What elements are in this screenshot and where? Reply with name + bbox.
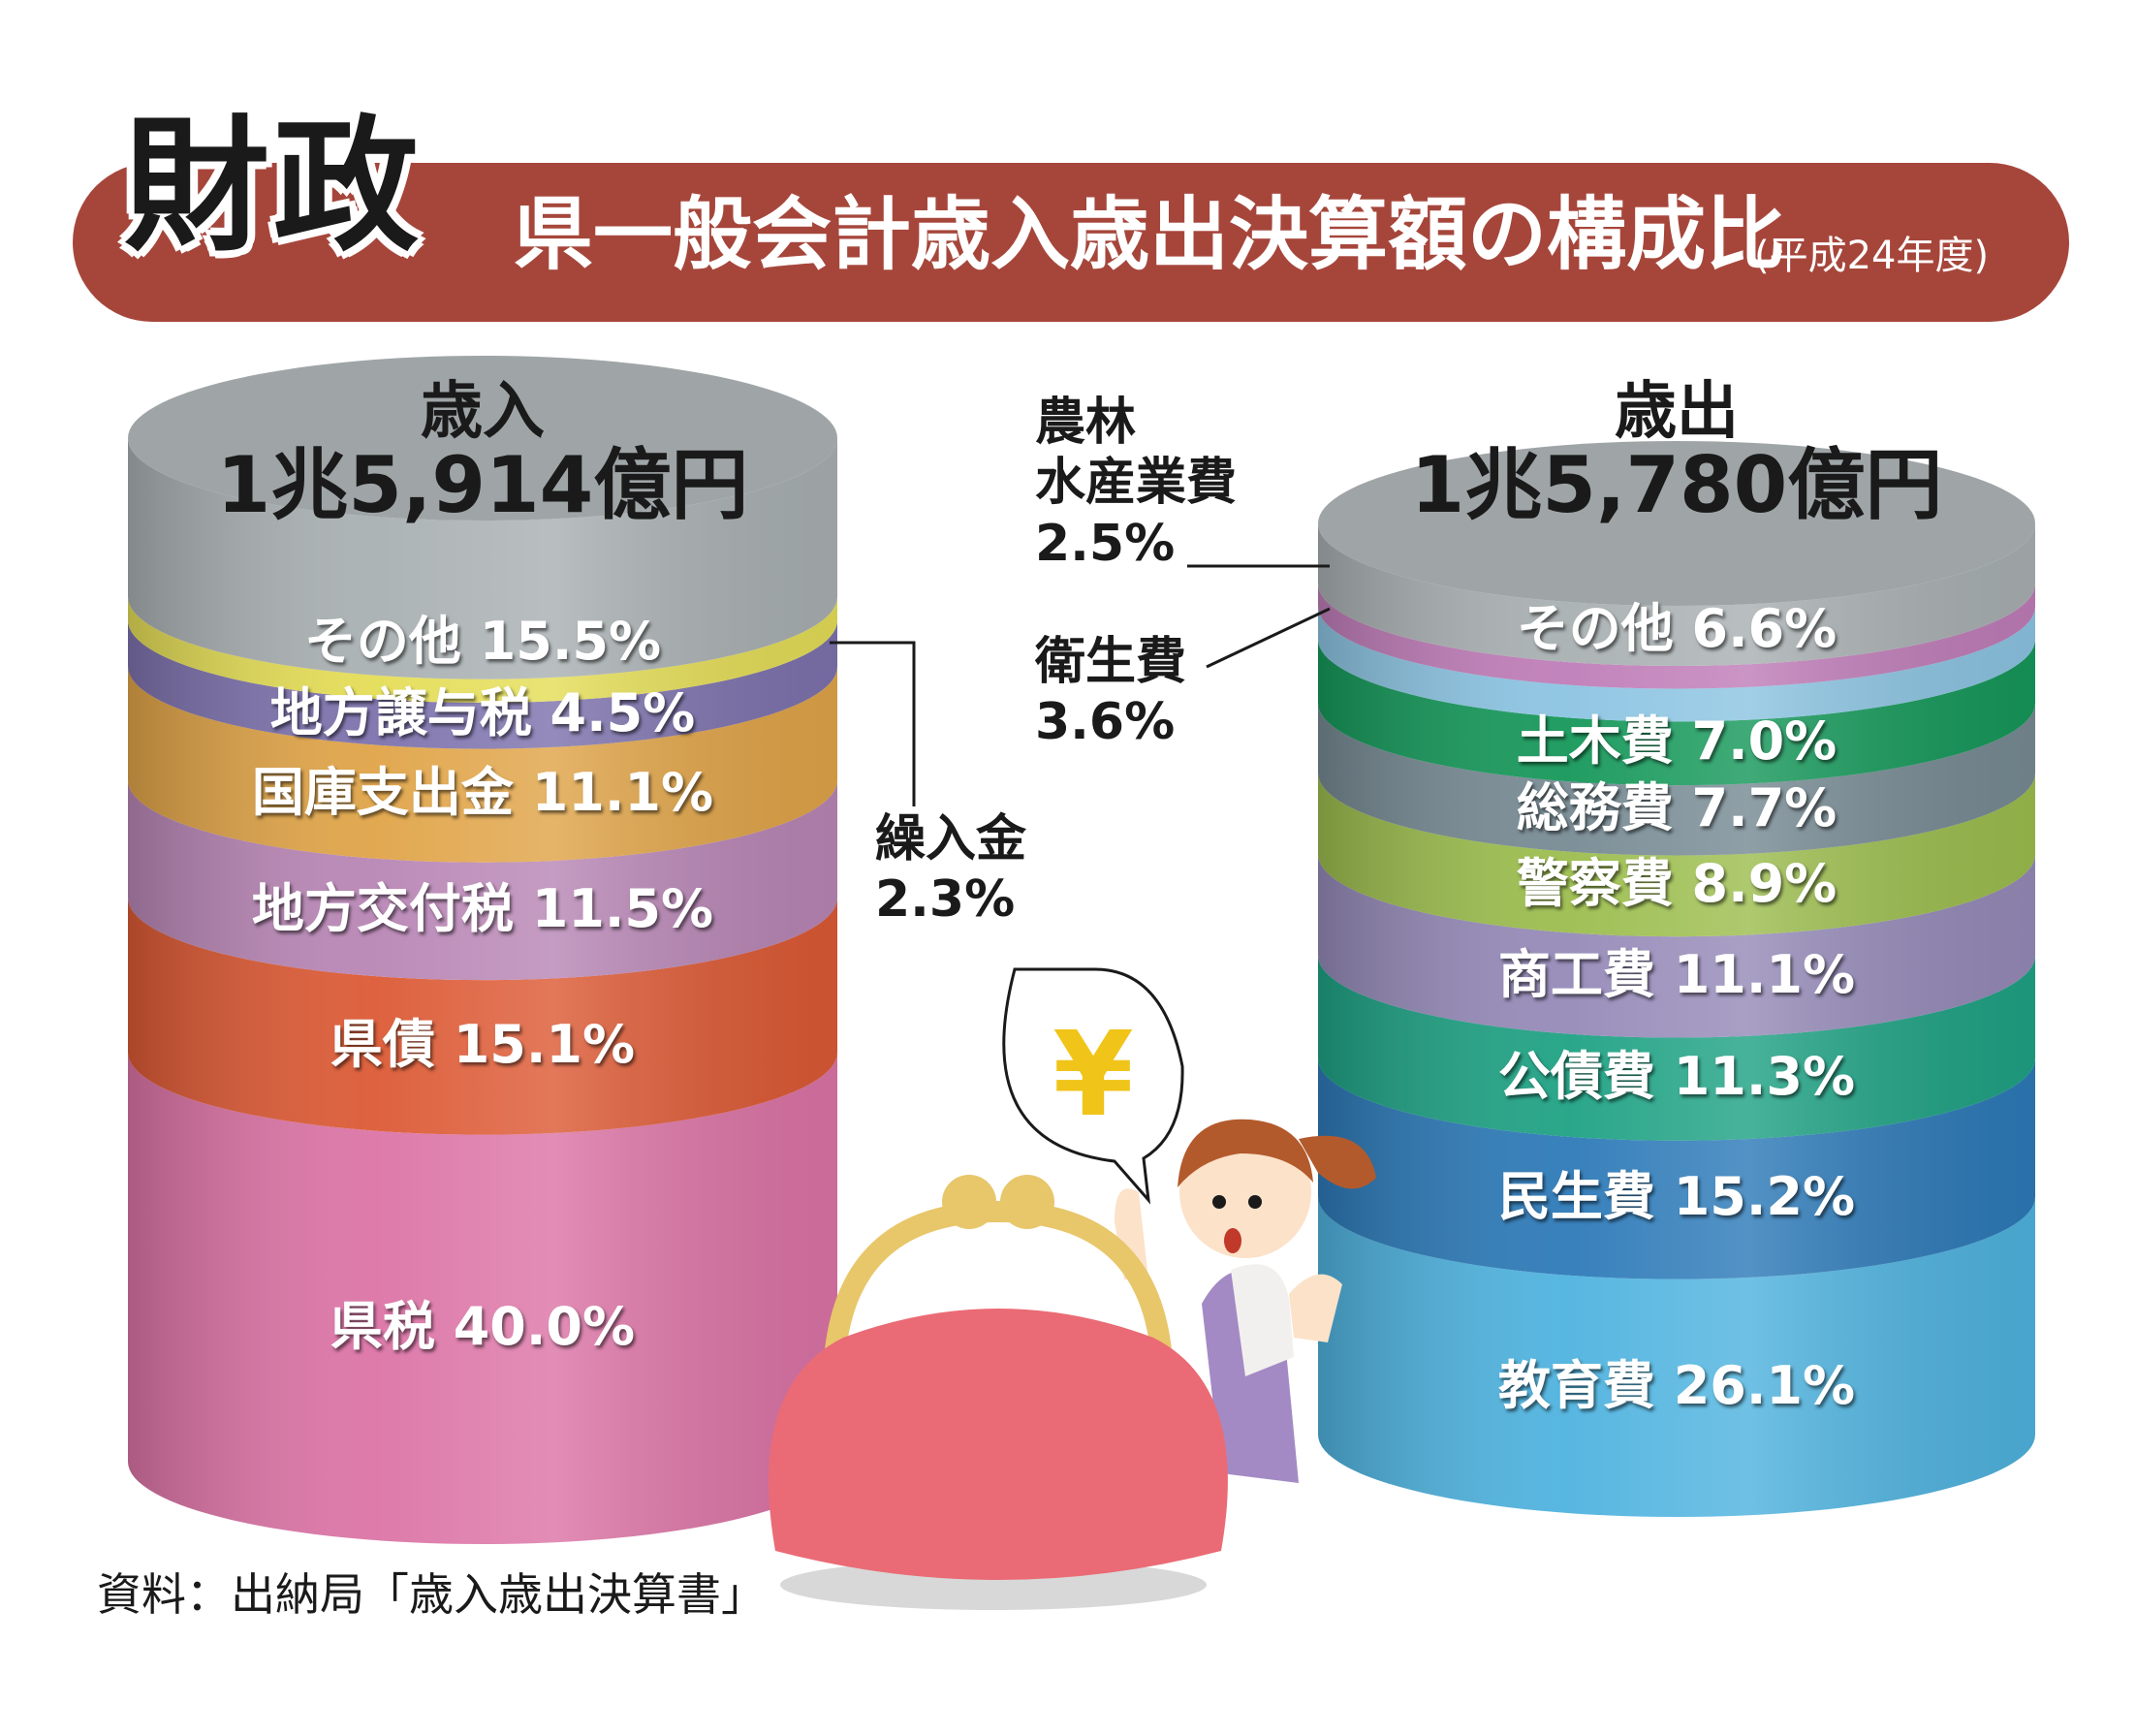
fiscal-year: (平成24年度)	[1754, 234, 1990, 278]
revenue-segment-shade-1	[128, 596, 837, 703]
yen-speech-bubble-icon: ¥	[1002, 967, 1184, 1205]
revenue-segment-shade-5	[128, 898, 837, 1135]
expenditure-segment-label-7: 公債費 11.3%	[1497, 1045, 1856, 1107]
expenditure-segment-shade-7	[1318, 955, 2035, 1141]
expenditure-total: 1兆5,780億円	[1410, 440, 1943, 531]
expenditure-segment-shade-2	[1318, 606, 2035, 722]
revenue-segment-label-3: 国庫支出金 11.1%	[251, 762, 714, 824]
eisei-callout: 衛生費 3.6%	[1035, 632, 1186, 753]
expenditure-label: 歳出	[1615, 376, 1739, 448]
revenue-segment-label-6: 県税 40.0%	[330, 1296, 636, 1358]
expenditure-cylinder-top-shade	[1318, 441, 2035, 606]
expenditure-segment-shade-0	[1318, 523, 2035, 667]
revenue-label: 歳入	[421, 376, 545, 448]
expenditure-segment-label-5: 警察費 8.9%	[1516, 852, 1838, 914]
revenue-segment-label-2: 地方譲与税 4.5%	[269, 681, 696, 743]
expenditure-segment-shade-5	[1318, 773, 2035, 937]
norin-name-line1: 農林	[1035, 394, 1137, 452]
svg-text:¥: ¥	[1052, 1008, 1134, 1143]
eisei-name: 衛生費	[1035, 633, 1187, 691]
eisei-leader-line	[1206, 607, 1331, 669]
revenue-segment-shade-4	[128, 779, 837, 981]
revenue-segment-shade-2	[128, 619, 837, 749]
revenue-segment-shade-6	[128, 1052, 837, 1544]
revenue-total-label: 歳入 1兆5,914億円	[216, 376, 749, 531]
expenditure-cylinder-top	[1318, 441, 2035, 606]
revenue-segment-label-0: その他 15.5%	[303, 611, 662, 673]
source-note: 資料：出納局「歳入歳出決算書」	[97, 1568, 766, 1621]
revenue-total: 1兆5,914億円	[216, 440, 749, 531]
revenue-cylinder-top-shade	[128, 356, 837, 521]
expenditure-segment-shade-1	[1318, 584, 2035, 689]
expenditure-segment-shade-4	[1318, 703, 2035, 856]
revenue-cylinder-top	[128, 356, 837, 521]
expenditure-segment-shade-8	[1318, 1057, 2035, 1279]
girl-character-icon	[1115, 1119, 1376, 1483]
expenditure-segment-label-0: その他 6.6%	[1516, 597, 1838, 659]
header-big-title: 財政	[124, 103, 424, 271]
expenditure-segment-shade-9	[1318, 1196, 2035, 1517]
revenue-segment-shade-0	[128, 438, 837, 679]
expenditure-total-label: 歳出 1兆5,780億円	[1410, 376, 1943, 531]
norin-callout: 農林 水産業費 2.5%	[1035, 393, 1237, 574]
kurinyukin-callout: 繰入金 2.3%	[875, 809, 1026, 931]
kurinyukin-leader-line	[830, 641, 916, 806]
revenue-segment-label-5: 県債 15.1%	[330, 1014, 636, 1076]
revenue-segment-label-4: 地方交付税 11.5%	[251, 877, 714, 939]
expenditure-segment-shade-3	[1318, 639, 2035, 786]
expenditure-segment-label-3: 土木費 7.0%	[1516, 710, 1838, 772]
kurinyukin-name: 繰入金	[875, 810, 1027, 868]
norin-value: 2.5%	[1035, 514, 1176, 573]
header-bar	[73, 163, 2069, 322]
expenditure-segment-label-4: 総務費 7.7%	[1516, 776, 1838, 838]
revenue-segment-shade-3	[128, 666, 837, 863]
expenditure-segment-shade-6	[1318, 854, 2035, 1038]
expenditure-segment-label-8: 民生費 15.2%	[1497, 1166, 1856, 1228]
expenditure-cylinder	[1318, 441, 2035, 1517]
expenditure-segment-label-6: 商工費 11.1%	[1497, 943, 1856, 1005]
eisei-value: 3.6%	[1035, 693, 1176, 752]
kurinyukin-value: 2.3%	[875, 870, 1016, 930]
norin-name-line2: 水産業費	[1035, 454, 1238, 513]
expenditure-segment-label-9: 教育費 26.1%	[1497, 1354, 1856, 1416]
coin-purse-icon	[769, 1175, 1228, 1610]
page-title: 県一般会計歳入歳出決算額の構成比	[514, 189, 1786, 281]
revenue-cylinder	[128, 356, 837, 1544]
